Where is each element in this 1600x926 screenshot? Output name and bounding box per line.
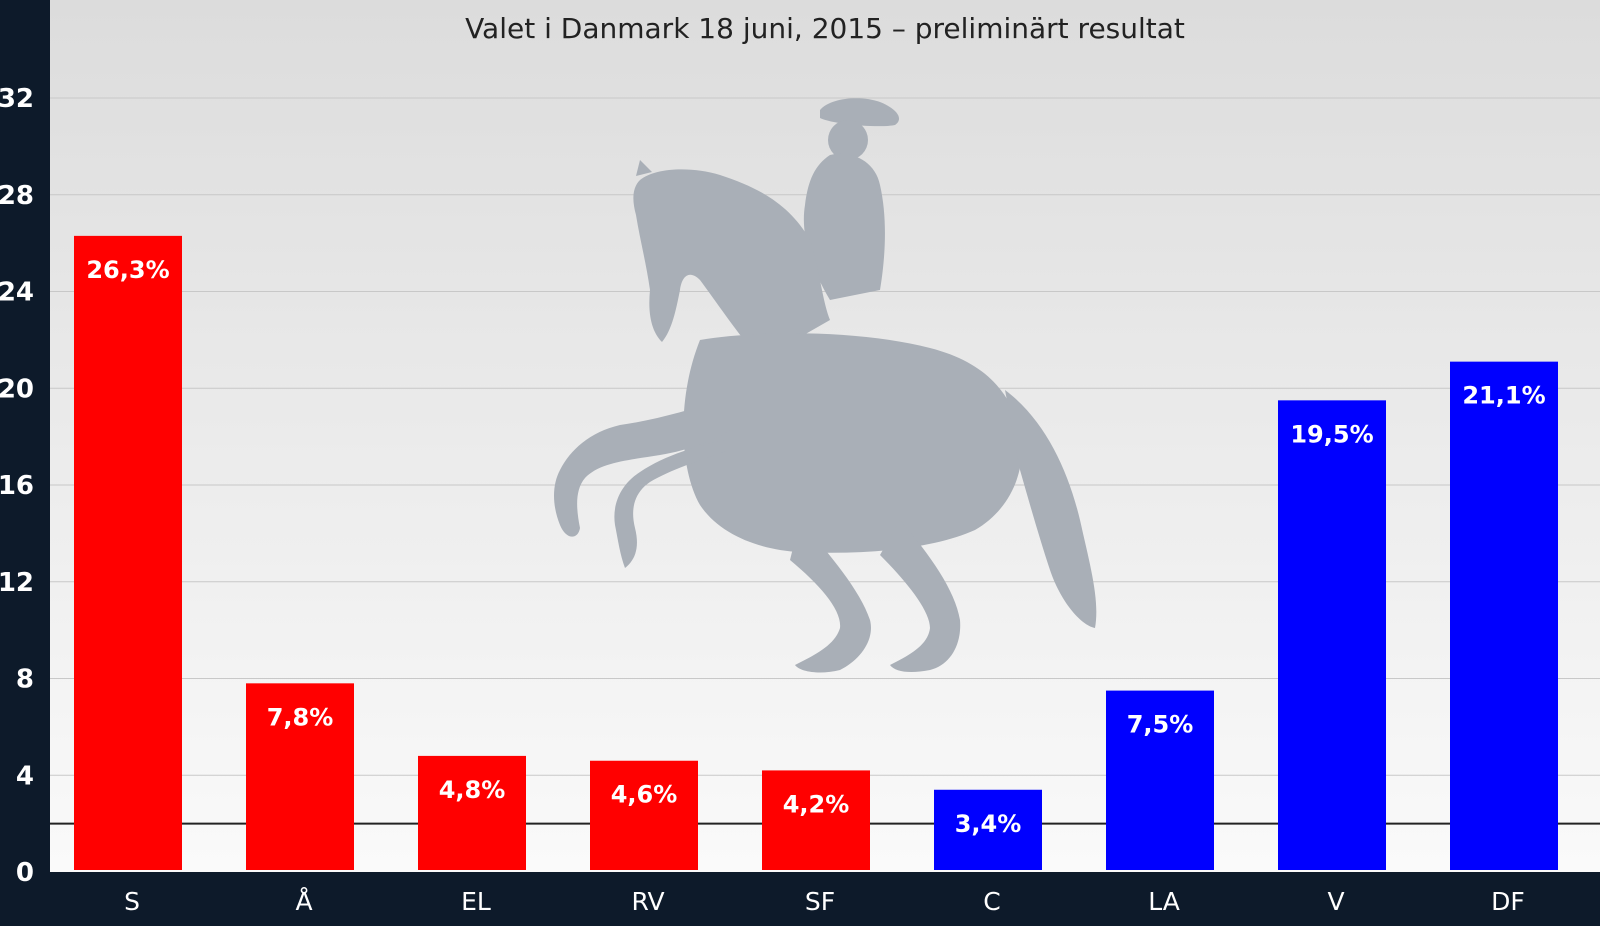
x-tick-label: EL [461, 887, 491, 916]
x-tick-label: S [124, 887, 140, 916]
data-labels: 26,3% 7,8% 4,8% 4,6% 4,2% 3,4% 7,5% 19,5% 21,1% [86, 256, 1545, 838]
y-tick-label: 4 [16, 761, 34, 791]
bar-C [934, 789, 1042, 870]
x-tick-label: LA [1148, 887, 1180, 916]
bar-S [74, 235, 182, 870]
x-axis-band [50, 872, 1600, 926]
chart-title: Valet i Danmark 18 juni, 2015 – prelimin… [465, 12, 1185, 45]
x-tick-label: V [1327, 887, 1344, 916]
data-label: 3,4% [955, 810, 1022, 838]
bars [74, 235, 1558, 870]
x-axis-ticks: S Å EL RV SF C LA V DF [124, 887, 1525, 916]
data-label: 7,8% [267, 703, 334, 731]
x-tick-label: SF [805, 887, 835, 916]
bar-SF [762, 770, 870, 870]
data-label: 7,5% [1127, 711, 1194, 739]
data-label: 4,6% [611, 781, 678, 809]
x-tick-label: RV [631, 887, 664, 916]
y-tick-label: 16 [0, 471, 34, 501]
data-label: 21,1% [1462, 382, 1545, 410]
x-tick-label: DF [1491, 887, 1525, 916]
x-tick-label: C [983, 887, 1000, 916]
y-axis-ticks: 0 4 8 12 16 20 24 28 32 [0, 84, 34, 888]
bar-Å [246, 683, 354, 870]
bar-RV [590, 760, 698, 870]
x-tick-label: Å [295, 887, 312, 916]
y-tick-label: 12 [0, 568, 34, 598]
data-label: 19,5% [1290, 420, 1373, 448]
data-label: 26,3% [86, 256, 169, 284]
data-label: 4,8% [439, 776, 506, 804]
y-tick-label: 28 [0, 181, 34, 211]
y-tick-label: 32 [0, 84, 34, 114]
horse-rider-silhouette-icon [554, 98, 1097, 673]
y-tick-label: 0 [16, 858, 34, 888]
y-tick-label: 24 [0, 278, 34, 308]
data-label: 4,2% [783, 790, 850, 818]
bar-LA [1106, 690, 1214, 870]
bar-DF [1450, 361, 1558, 870]
y-tick-label: 8 [16, 665, 34, 695]
bar-V [1278, 400, 1386, 870]
bar-EL [418, 755, 526, 870]
y-tick-label: 20 [0, 374, 34, 404]
